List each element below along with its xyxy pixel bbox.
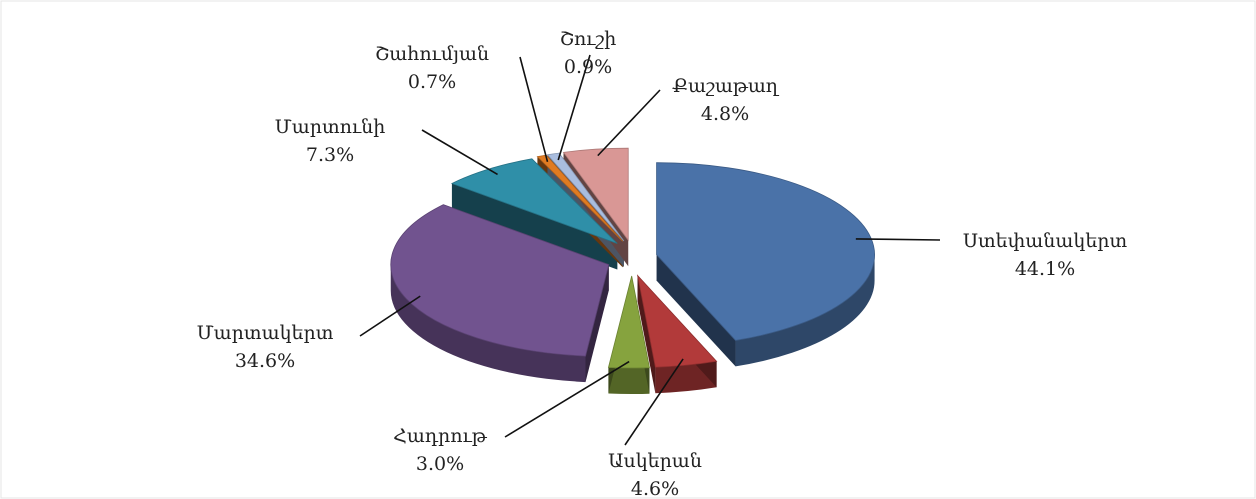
pie-slice: [390, 204, 610, 357]
slice-value-label: 7.3%: [306, 144, 354, 166]
slice-value-label: 0.9%: [564, 56, 612, 78]
leader-line: [504, 360, 630, 438]
pie-slice: [607, 275, 650, 369]
leader-line: [421, 129, 498, 176]
pie-slice: [562, 147, 629, 242]
slice-label: Ասկերան: [608, 450, 702, 472]
slice-label: Քաշաթաղ: [672, 75, 780, 97]
slice-value-label: 34.6%: [235, 350, 295, 372]
leader-line: [597, 89, 661, 157]
slice-label: Հադրութ: [393, 425, 488, 447]
slice-label: Շուշի: [560, 28, 617, 50]
pie-slice: [546, 152, 625, 242]
slice-side: [608, 367, 650, 394]
slice-side: [735, 254, 875, 367]
leader-line: [855, 238, 941, 241]
slice-wall: [451, 183, 618, 270]
slice-label: Մարտակերտ: [197, 322, 334, 344]
slice-label: Ստեփանակերտ: [963, 230, 1128, 252]
leader-line: [624, 358, 684, 446]
slice-side: [390, 264, 586, 383]
slice-value-label: 4.8%: [701, 103, 749, 125]
leader-line: [359, 295, 421, 337]
pie-slice: [656, 162, 875, 341]
slice-value-label: 3.0%: [416, 453, 464, 475]
leader-line: [519, 56, 549, 163]
pie-slice: [636, 274, 718, 368]
slice-wall: [656, 254, 736, 367]
slice-value-label: 0.7%: [408, 71, 456, 93]
slice-label: Շահումյան: [375, 43, 489, 65]
leader-line: [557, 54, 591, 161]
slice-wall: [585, 264, 609, 383]
slice-wall: [637, 275, 656, 394]
slice-value-label: 44.1%: [1015, 258, 1075, 280]
slice-tops: [390, 147, 875, 369]
slice-value-label: 4.6%: [631, 478, 679, 499]
slice-label: Մարտունի: [275, 116, 386, 138]
